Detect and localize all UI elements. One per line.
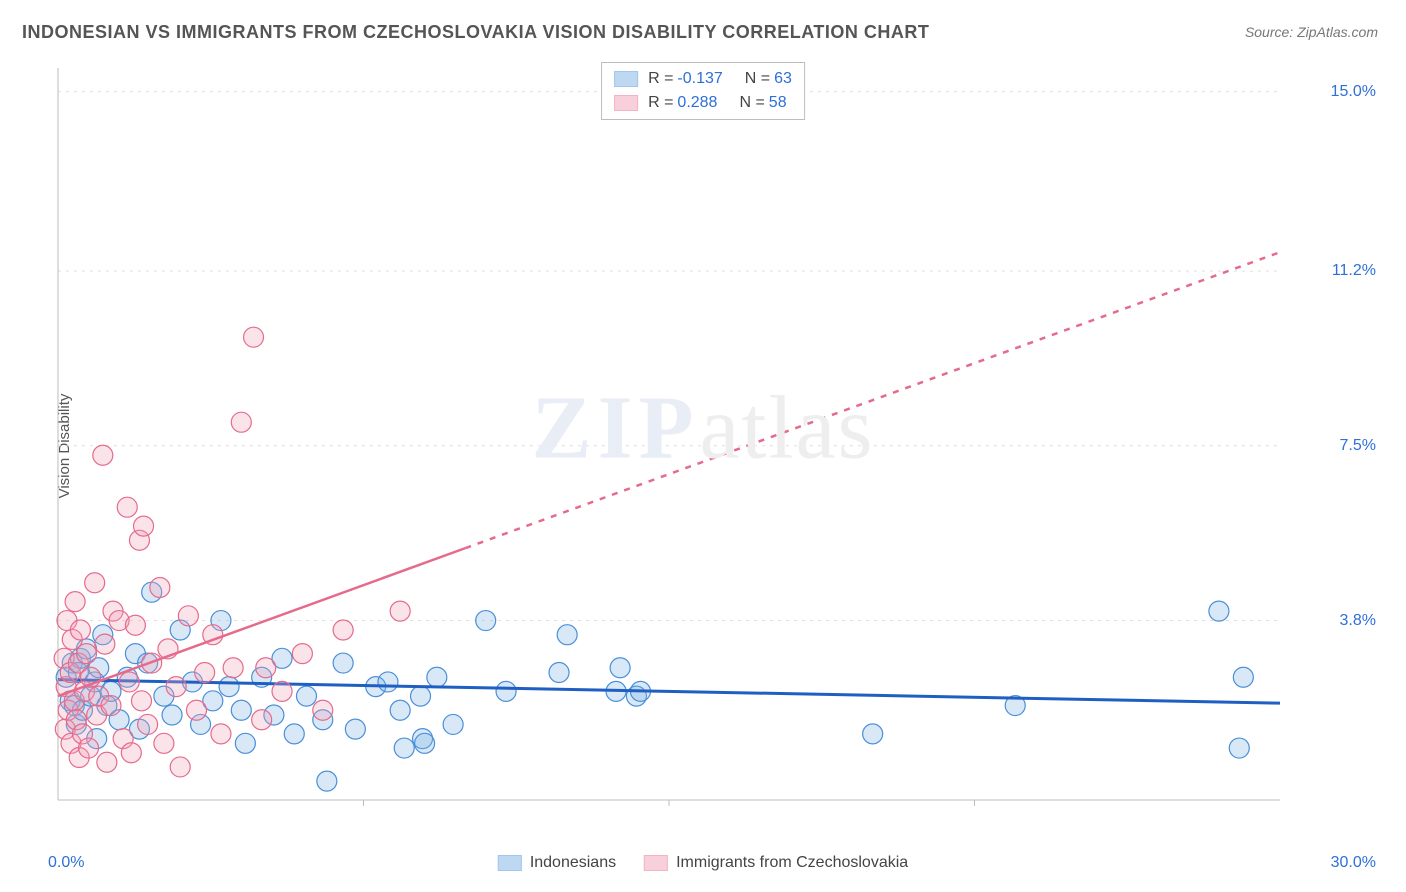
data-point: [272, 681, 292, 701]
data-point: [427, 667, 447, 687]
legend-label: Indonesians: [530, 854, 616, 872]
data-point: [411, 686, 431, 706]
legend-swatch: [498, 855, 522, 871]
data-point: [223, 658, 243, 678]
legend-swatch: [614, 95, 638, 111]
legend-item-indonesians: Indonesians: [498, 854, 616, 872]
data-point: [317, 771, 337, 791]
data-point: [345, 719, 365, 739]
data-point: [138, 714, 158, 734]
data-point: [211, 724, 231, 744]
legend-stat-row-czech: R =0.288 N =58: [614, 91, 792, 115]
source-label: Source:: [1245, 24, 1293, 40]
y-tick-label: 3.8%: [1340, 612, 1376, 630]
series-indonesians: [56, 582, 1280, 791]
regression-line-indonesians: [58, 680, 1280, 704]
correlation-legend: R =-0.137 N =63 R =0.288 N =58: [601, 62, 805, 120]
legend-stat-row-indonesians: R =-0.137 N =63: [614, 67, 792, 91]
data-point: [65, 592, 85, 612]
data-point: [101, 696, 121, 716]
data-point: [119, 672, 139, 692]
data-point: [476, 611, 496, 631]
data-point: [235, 733, 255, 753]
data-point: [77, 644, 97, 664]
y-tick-label: 15.0%: [1331, 83, 1376, 101]
data-point: [150, 577, 170, 597]
data-point: [166, 677, 186, 697]
series-legend: Indonesians Immigrants from Czechoslovaki…: [498, 854, 908, 872]
data-point: [496, 681, 516, 701]
data-point: [256, 658, 276, 678]
data-point: [93, 445, 113, 465]
data-point: [231, 700, 251, 720]
data-point: [95, 634, 115, 654]
source-value: ZipAtlas.com: [1297, 24, 1378, 40]
data-point: [132, 691, 152, 711]
data-point: [121, 743, 141, 763]
data-point: [195, 662, 215, 682]
legend-r: R =0.288: [648, 91, 717, 115]
data-point: [292, 644, 312, 664]
data-point: [390, 601, 410, 621]
legend-item-czech: Immigrants from Czechoslovakia: [644, 854, 908, 872]
scatter-plot: [50, 60, 1350, 830]
data-point: [378, 672, 398, 692]
data-point: [863, 724, 883, 744]
legend-label: Immigrants from Czechoslovakia: [676, 854, 908, 872]
data-point: [85, 573, 105, 593]
data-point: [162, 705, 182, 725]
data-point: [394, 738, 414, 758]
data-point: [549, 662, 569, 682]
data-point: [244, 327, 264, 347]
x-axis-max-label: 30.0%: [1331, 854, 1376, 872]
data-point: [178, 606, 198, 626]
data-point: [186, 700, 206, 720]
data-point: [333, 653, 353, 673]
data-point: [154, 733, 174, 753]
legend-swatch: [614, 71, 638, 87]
data-point: [97, 752, 117, 772]
data-point: [70, 620, 90, 640]
legend-n: N =63: [745, 67, 792, 91]
y-tick-label: 7.5%: [1340, 437, 1376, 455]
legend-swatch: [644, 855, 668, 871]
x-axis-min-label: 0.0%: [48, 854, 84, 872]
y-tick-label: 11.2%: [1332, 262, 1376, 280]
data-point: [313, 700, 333, 720]
data-point: [415, 733, 435, 753]
data-point: [390, 700, 410, 720]
data-point: [117, 497, 137, 517]
data-point: [1229, 738, 1249, 758]
data-point: [252, 710, 272, 730]
data-point: [170, 757, 190, 777]
data-point: [125, 615, 145, 635]
legend-n: N =58: [739, 91, 786, 115]
data-point: [219, 677, 239, 697]
source-attribution: Source: ZipAtlas.com: [1245, 24, 1378, 40]
data-point: [79, 738, 99, 758]
legend-r: R =-0.137: [648, 67, 723, 91]
data-point: [284, 724, 304, 744]
data-point: [231, 412, 251, 432]
data-point: [557, 625, 577, 645]
data-point: [333, 620, 353, 640]
data-point: [134, 516, 154, 536]
regression-line-czech-extrapolated: [465, 252, 1280, 548]
data-point: [443, 714, 463, 734]
data-point: [1209, 601, 1229, 621]
data-point: [610, 658, 630, 678]
chart-title: INDONESIAN VS IMMIGRANTS FROM CZECHOSLOV…: [22, 22, 929, 43]
data-point: [1233, 667, 1253, 687]
data-point: [296, 686, 316, 706]
